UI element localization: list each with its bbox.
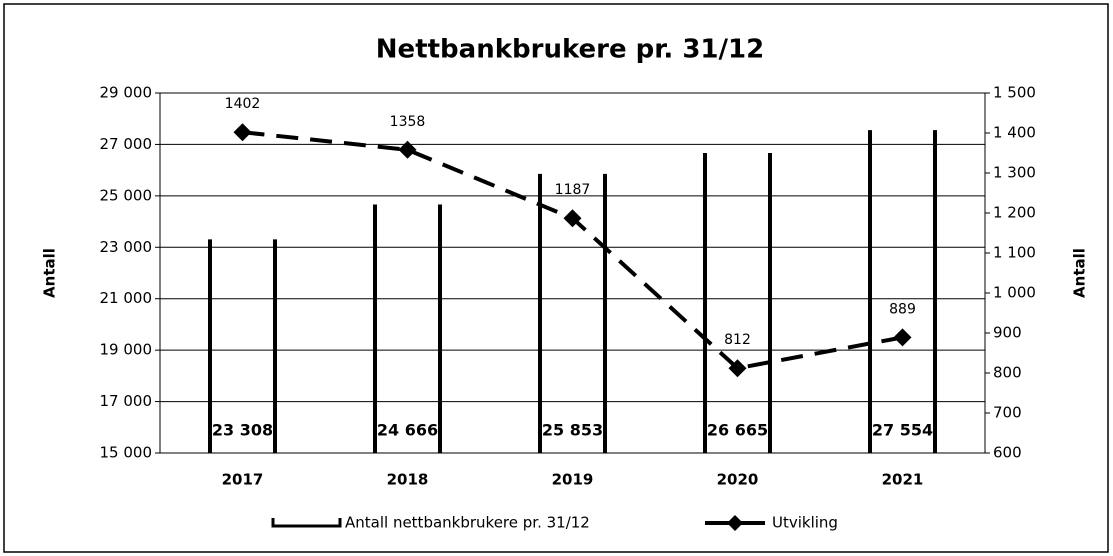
x-tick-label: 2017 bbox=[222, 471, 264, 489]
line-marker bbox=[233, 123, 252, 142]
bar bbox=[868, 128, 937, 455]
y-tick-label: 23 000 bbox=[100, 238, 153, 256]
y2-tick-label: 1 400 bbox=[993, 124, 1036, 142]
line-value-label: 812 bbox=[724, 332, 751, 348]
y2-tick-label: 600 bbox=[993, 444, 1022, 462]
y-tick-label: 25 000 bbox=[100, 186, 153, 204]
y-tick-label: 17 000 bbox=[100, 392, 153, 410]
y2-tick-label: 700 bbox=[993, 404, 1022, 422]
x-tick-label: 2020 bbox=[717, 471, 759, 489]
legend-swatch bbox=[727, 515, 743, 531]
y-tick-label: 27 000 bbox=[100, 135, 153, 153]
y-tick-label: 21 000 bbox=[100, 289, 153, 307]
bar-value-label: 24 666 bbox=[377, 421, 438, 440]
bar bbox=[538, 171, 607, 455]
line-value-label: 1402 bbox=[225, 96, 261, 112]
y-tick-label: 15 000 bbox=[100, 444, 153, 462]
y2-tick-label: 1 300 bbox=[993, 164, 1036, 182]
legend-swatch bbox=[271, 518, 342, 528]
y2-tick-label: 800 bbox=[993, 364, 1022, 382]
bar bbox=[208, 237, 277, 455]
y2-tick-label: 1 200 bbox=[993, 204, 1036, 222]
y-tick-label: 19 000 bbox=[100, 341, 153, 359]
legend-label: Antall nettbankbrukere pr. 31/12 bbox=[345, 514, 590, 532]
y2-tick-label: 1 100 bbox=[993, 244, 1036, 262]
line-marker bbox=[398, 140, 417, 159]
line-value-label: 1358 bbox=[390, 114, 426, 130]
y2-tick-label: 900 bbox=[993, 324, 1022, 342]
bar bbox=[703, 151, 772, 456]
y2-axis-title: Antall bbox=[1071, 248, 1089, 298]
bar-value-label: 27 554 bbox=[872, 421, 933, 440]
line-value-label: 889 bbox=[889, 301, 916, 317]
y-tick-label: 29 000 bbox=[100, 84, 153, 102]
line-value-label: 1187 bbox=[555, 182, 591, 198]
bar-value-label: 25 853 bbox=[542, 421, 603, 440]
bar bbox=[373, 202, 442, 455]
line-marker bbox=[728, 359, 747, 378]
y-axis-title: Antall bbox=[41, 248, 59, 298]
x-tick-label: 2021 bbox=[882, 471, 924, 489]
bar-value-label: 26 665 bbox=[707, 421, 768, 440]
bar-value-label: 23 308 bbox=[212, 421, 273, 440]
x-tick-label: 2019 bbox=[552, 471, 594, 489]
y2-tick-label: 1 000 bbox=[993, 284, 1036, 302]
chart-border bbox=[3, 3, 1109, 553]
legend-label: Utvikling bbox=[772, 514, 838, 532]
x-tick-label: 2018 bbox=[387, 471, 429, 489]
y2-tick-label: 1 500 bbox=[993, 84, 1036, 102]
chart-title: Nettbankbrukere pr. 31/12 bbox=[376, 35, 764, 65]
line-marker bbox=[563, 209, 582, 228]
line-marker bbox=[893, 328, 912, 347]
